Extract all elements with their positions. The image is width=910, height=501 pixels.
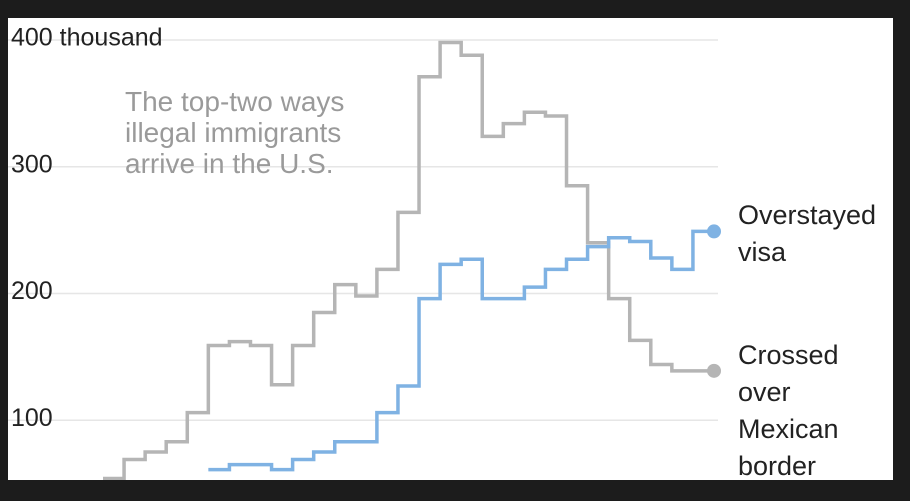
y-tick-label: 400 thousand xyxy=(11,24,163,52)
annotation: The top-two ways illegal immigrants arri… xyxy=(125,86,345,179)
y-tick-label: 300 xyxy=(11,150,53,178)
y-tick-label: 100 xyxy=(11,404,53,432)
end-dot xyxy=(707,363,721,378)
y-tick-label: 200 xyxy=(11,277,53,305)
plot: 100 200 300 400 thousand xyxy=(8,24,721,480)
panel xyxy=(8,18,893,480)
step-line xyxy=(208,229,714,472)
series-label: Crossed over Mexican border xyxy=(738,339,839,481)
series-label: Overstayed visa xyxy=(738,200,877,268)
end-dot xyxy=(707,224,721,239)
step-line xyxy=(103,40,714,480)
